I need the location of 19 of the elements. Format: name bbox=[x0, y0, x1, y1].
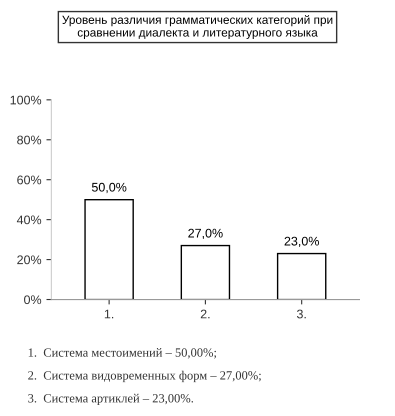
text: 2. Система видовременных форм – 27,00%; bbox=[28, 370, 261, 382]
text: 3. Система артиклей – 23,00%. bbox=[28, 394, 194, 406]
y-tick-label: 80% bbox=[17, 136, 42, 144]
data-label: 23,0% bbox=[284, 236, 319, 248]
data-label: 27,0% bbox=[188, 228, 223, 240]
x-tick-label: 1. bbox=[104, 310, 114, 318]
y-tick-label: 0% bbox=[24, 295, 42, 304]
y-tick-label: 40% bbox=[16, 215, 42, 224]
x-tick-label: 3. bbox=[296, 310, 306, 318]
bar bbox=[276, 252, 326, 300]
data-label: 50,0% bbox=[92, 182, 126, 194]
text: 1. Система местоимений – 50,00%; bbox=[28, 348, 216, 359]
y-tick-label: 60% bbox=[17, 176, 42, 184]
y-tick-label: 100% bbox=[10, 96, 42, 104]
bar bbox=[84, 198, 134, 300]
x-tick-label: 2. bbox=[200, 310, 210, 318]
y-tick-label: 20% bbox=[17, 255, 42, 264]
bar bbox=[180, 244, 230, 300]
chart-title: Уровень различия грамматических категорий при сравнении диалекта и литературного языка bbox=[62, 15, 332, 40]
